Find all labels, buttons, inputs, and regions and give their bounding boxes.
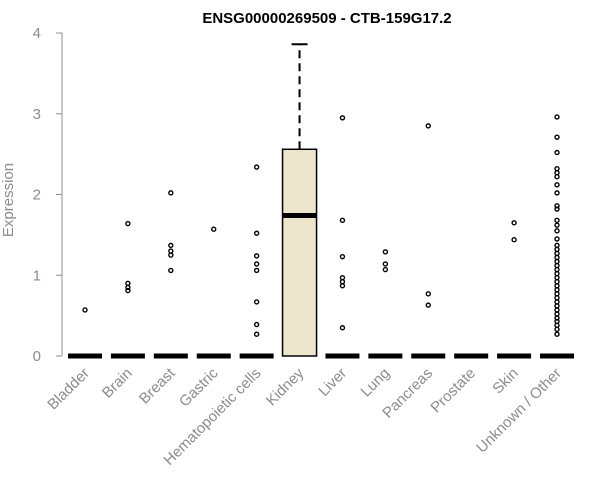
box-4: [239, 164, 274, 359]
box-5: [281, 43, 318, 357]
outlier-point: [339, 115, 346, 121]
outlier-point: [382, 266, 389, 273]
outlier-point: [253, 267, 260, 274]
outlier-point: [125, 280, 131, 287]
box-7: [368, 249, 403, 359]
box-3: [196, 226, 231, 359]
outlier-point: [253, 164, 260, 170]
y-tick-label: 2: [33, 187, 41, 204]
box-11: [540, 114, 574, 359]
outlier-point: [425, 291, 431, 297]
y-axis-label: Expression: [0, 163, 17, 237]
outlier-point: [554, 236, 560, 242]
outlier-point: [554, 203, 560, 209]
outlier-point: [168, 248, 174, 254]
outlier-point: [253, 253, 260, 259]
box-body: [281, 148, 318, 357]
outlier-point: [554, 190, 560, 196]
x-tick-label: Liver: [315, 365, 350, 400]
outlier-point: [168, 242, 174, 249]
y-tick-label: 0: [33, 348, 41, 365]
outlier-point: [425, 123, 431, 129]
outlier-point: [511, 237, 517, 243]
x-tick-label: Skin: [489, 365, 522, 398]
box-6: [325, 115, 360, 359]
box-0: [68, 307, 102, 359]
outlier-point: [382, 249, 389, 255]
outlier-point: [253, 299, 260, 305]
outlier-point: [125, 220, 131, 227]
chart-title: ENSG00000269509 - CTB-159G17.2: [202, 10, 451, 27]
box-group: [68, 43, 574, 359]
outlier-point: [253, 321, 260, 328]
x-tick-label: Kidney: [263, 364, 308, 409]
outlier-point: [554, 206, 560, 212]
x-tick-label: Bladder: [44, 365, 93, 414]
x-tick-label: Brain: [99, 365, 136, 402]
outlier-point: [554, 222, 560, 228]
y-tick-label: 4: [33, 25, 41, 42]
x-tick-label: Lung: [358, 365, 394, 401]
outlier-point: [425, 302, 431, 308]
outlier-point: [253, 261, 260, 267]
outlier-point: [168, 267, 174, 274]
y-axis: 0 1 2 3 4: [33, 25, 63, 365]
outlier-point: [554, 182, 560, 188]
outlier-point: [125, 287, 131, 294]
box-1: [110, 220, 145, 359]
outlier-point: [211, 226, 217, 232]
outlier-point: [554, 149, 560, 156]
outlier-point: [554, 331, 560, 337]
y-tick-label: 1: [33, 267, 41, 284]
outlier-point: [554, 134, 560, 140]
outlier-point: [511, 220, 517, 226]
outlier-point: [382, 261, 389, 267]
outlier-point: [554, 217, 560, 224]
outlier-point: [339, 253, 346, 260]
outlier-point: [339, 217, 346, 224]
box-8: [411, 123, 446, 359]
outlier-point: [554, 165, 560, 172]
x-tick-label: Breast: [136, 364, 179, 407]
outlier-point: [168, 190, 174, 196]
outlier-point: [554, 228, 560, 234]
box-2: [153, 190, 188, 359]
outlier-point: [253, 331, 260, 337]
outlier-point: [339, 325, 346, 331]
y-tick-label: 3: [33, 106, 41, 123]
outlier-point: [554, 318, 560, 324]
outlier-point: [339, 274, 346, 281]
outlier-point: [554, 242, 560, 249]
outlier-point: [253, 230, 260, 236]
box-10: [497, 220, 532, 359]
outlier-point: [82, 307, 88, 313]
x-tick-label: Prostate: [427, 365, 479, 417]
outlier-point: [554, 114, 560, 120]
